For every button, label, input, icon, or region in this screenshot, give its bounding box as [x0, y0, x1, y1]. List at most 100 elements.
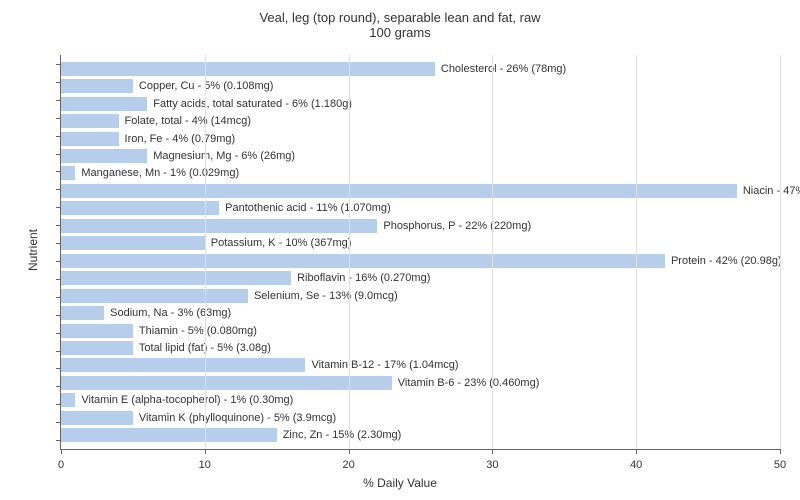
bar: [61, 289, 248, 303]
bar-label: Magnesium, Mg - 6% (26mg): [153, 150, 295, 162]
bar: [61, 219, 377, 233]
bar: [61, 149, 147, 163]
bar-label: Riboflavin - 16% (0.270mg): [297, 272, 430, 284]
bar-label: Vitamin K (phylloquinone) - 5% (3.9mcg): [139, 412, 336, 424]
bar-row: Niacin - 47% (9.420mg): [61, 182, 780, 199]
bar-row: Cholesterol - 26% (78mg): [61, 60, 780, 77]
y-tick: [56, 440, 61, 441]
y-axis-label: Nutrient: [26, 229, 40, 271]
chart-title-line1: Veal, leg (top round), separable lean an…: [0, 10, 800, 25]
x-tick: [492, 449, 493, 454]
bar-row: Manganese, Mn - 1% (0.029mg): [61, 165, 780, 182]
bar: [61, 358, 305, 372]
bar-row: Zinc, Zn - 15% (2.30mg): [61, 427, 780, 444]
chart-title: Veal, leg (top round), separable lean an…: [0, 10, 800, 40]
x-tick: [349, 449, 350, 454]
x-tick: [780, 449, 781, 454]
x-tick-label: 50: [774, 459, 786, 471]
bar-row: Folate, total - 4% (14mcg): [61, 112, 780, 129]
bar-row: Protein - 42% (20.98g): [61, 252, 780, 269]
y-tick: [56, 225, 61, 226]
chart-title-line2: 100 grams: [0, 25, 800, 40]
x-tick-label: 10: [199, 459, 211, 471]
bar: [61, 324, 133, 338]
y-tick: [56, 279, 61, 280]
y-tick: [56, 171, 61, 172]
x-axis-label: % Daily Value: [363, 476, 437, 490]
bar: [61, 306, 104, 320]
bar-label: Zinc, Zn - 15% (2.30mg): [283, 429, 402, 441]
bar-label: Manganese, Mn - 1% (0.029mg): [81, 167, 239, 179]
nutrient-chart: Veal, leg (top round), separable lean an…: [0, 0, 800, 500]
bar: [61, 79, 133, 93]
bar-row: Vitamin K (phylloquinone) - 5% (3.9mcg): [61, 409, 780, 426]
y-tick: [56, 82, 61, 83]
bar-row: Sodium, Na - 3% (63mg): [61, 304, 780, 321]
gridline: [205, 55, 206, 449]
bar-label: Cholesterol - 26% (78mg): [441, 63, 566, 75]
bar-row: Phosphorus, P - 22% (220mg): [61, 217, 780, 234]
y-tick: [56, 243, 61, 244]
bar: [61, 97, 147, 111]
bar-row: Vitamin B-6 - 23% (0.460mg): [61, 374, 780, 391]
bar: [61, 62, 435, 76]
y-tick: [56, 100, 61, 101]
y-tick: [56, 118, 61, 119]
gridline: [780, 55, 781, 449]
bar-row: Copper, Cu - 5% (0.108mg): [61, 77, 780, 94]
y-tick: [56, 154, 61, 155]
y-tick: [56, 315, 61, 316]
y-tick: [56, 136, 61, 137]
bar-row: Pantothenic acid - 11% (1.070mg): [61, 200, 780, 217]
bar-label: Vitamin E (alpha-tocopherol) - 1% (0.30m…: [81, 394, 293, 406]
bar: [61, 411, 133, 425]
bar-row: Fatty acids, total saturated - 6% (1.180…: [61, 95, 780, 112]
bar-row: Total lipid (fat) - 5% (3.08g): [61, 339, 780, 356]
bar-row: Potassium, K - 10% (367mg): [61, 235, 780, 252]
bar-label: Niacin - 47% (9.420mg): [743, 185, 800, 197]
bar-label: Phosphorus, P - 22% (220mg): [383, 220, 531, 232]
plot-area: Cholesterol - 26% (78mg) Copper, Cu - 5% …: [60, 55, 780, 450]
bar-label: Vitamin B-12 - 17% (1.04mcg): [311, 359, 458, 371]
x-tick: [636, 449, 637, 454]
bar-label: Fatty acids, total saturated - 6% (1.180…: [153, 98, 352, 110]
bar: [61, 428, 277, 442]
bar-label: Vitamin B-6 - 23% (0.460mg): [398, 377, 540, 389]
bar: [61, 114, 119, 128]
y-tick: [56, 351, 61, 352]
bar-label: Potassium, K - 10% (367mg): [211, 237, 352, 249]
x-tick: [205, 449, 206, 454]
bar-label: Pantothenic acid - 11% (1.070mg): [225, 202, 391, 214]
y-tick: [56, 422, 61, 423]
bar-label: Folate, total - 4% (14mcg): [125, 115, 252, 127]
x-tick-label: 40: [630, 459, 642, 471]
bar-label: Thiamin - 5% (0.080mg): [139, 325, 257, 337]
bar-row: Vitamin B-12 - 17% (1.04mcg): [61, 357, 780, 374]
bar-label: Sodium, Na - 3% (63mg): [110, 307, 231, 319]
y-tick: [56, 207, 61, 208]
bar-row: Iron, Fe - 4% (0.79mg): [61, 130, 780, 147]
bar-label: Protein - 42% (20.98g): [671, 255, 782, 267]
gridline: [349, 55, 350, 449]
x-tick-label: 20: [342, 459, 354, 471]
y-tick: [56, 297, 61, 298]
y-tick: [56, 386, 61, 387]
bar-row: Thiamin - 5% (0.080mg): [61, 322, 780, 339]
bar-row: Vitamin E (alpha-tocopherol) - 1% (0.30m…: [61, 392, 780, 409]
x-tick: [61, 449, 62, 454]
y-tick: [56, 333, 61, 334]
bar: [61, 201, 219, 215]
gridline: [636, 55, 637, 449]
bar: [61, 393, 75, 407]
bar: [61, 254, 665, 268]
y-tick: [56, 368, 61, 369]
bar: [61, 132, 119, 146]
x-tick-label: 30: [486, 459, 498, 471]
bar: [61, 236, 205, 250]
gridline: [492, 55, 493, 449]
bar-row: Magnesium, Mg - 6% (26mg): [61, 147, 780, 164]
y-tick: [56, 404, 61, 405]
bar-label: Selenium, Se - 13% (9.0mcg): [254, 290, 398, 302]
bar-label: Iron, Fe - 4% (0.79mg): [125, 133, 236, 145]
y-tick: [56, 64, 61, 65]
